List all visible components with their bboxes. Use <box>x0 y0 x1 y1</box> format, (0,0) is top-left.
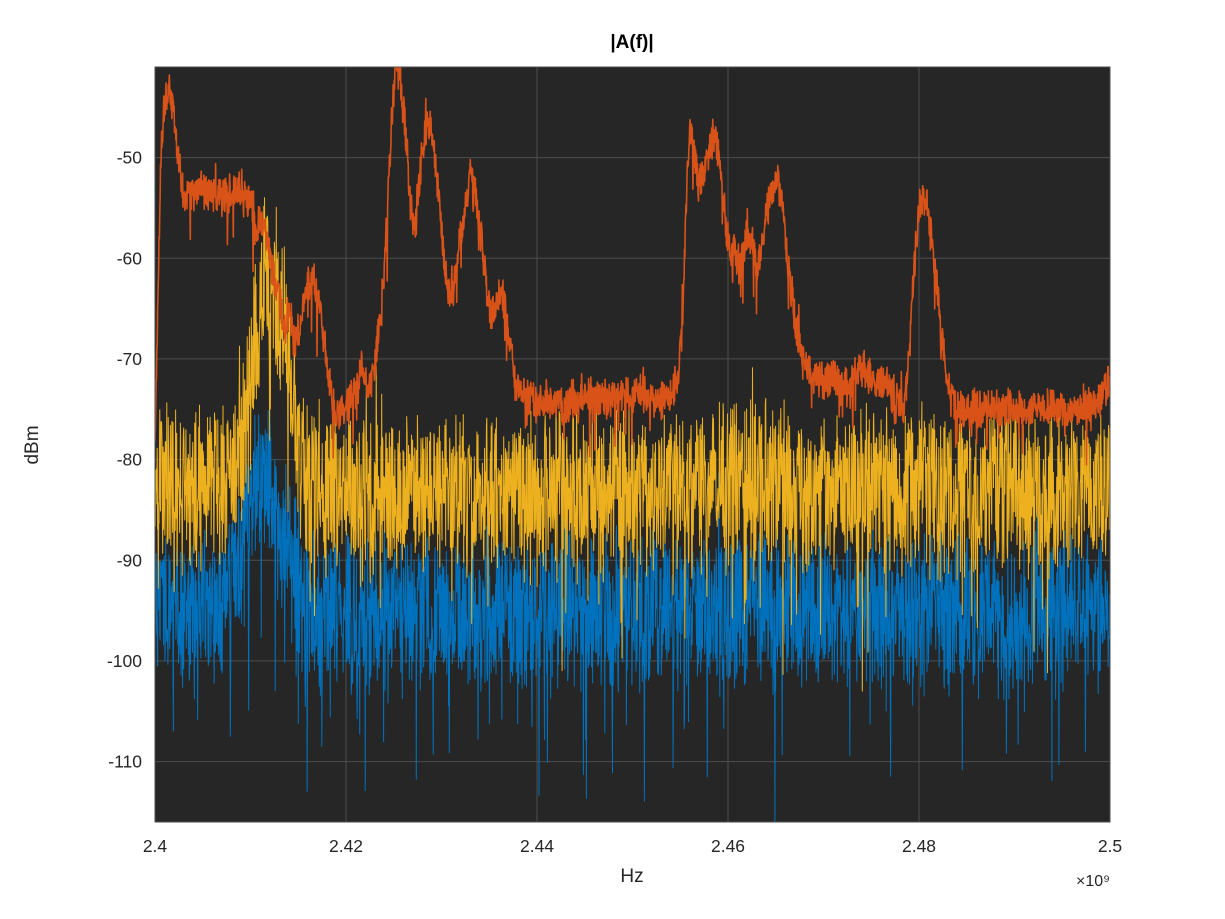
y-tick-labels: -50 -60 -70 -80 -90 -100 -110 <box>107 148 142 772</box>
x-tick-label: 2.42 <box>329 836 363 856</box>
series-orange <box>155 67 1110 466</box>
series-yellow <box>155 197 1110 692</box>
chart-title: |A(f)| <box>610 32 653 53</box>
y-tick-label: -100 <box>107 651 142 671</box>
series-blue <box>155 410 1110 822</box>
y-tick-label: -60 <box>117 248 143 268</box>
x-tick-label: 2.44 <box>520 836 554 856</box>
x-tick-labels: 2.4 2.42 2.44 2.46 2.48 2.5 <box>143 836 1122 856</box>
y-tick-label: -80 <box>117 450 143 470</box>
x-axis-multiplier: ×10⁹ <box>1076 873 1110 890</box>
x-tick-label: 2.48 <box>902 836 936 856</box>
x-tick-label: 2.5 <box>1098 836 1122 856</box>
series-group <box>155 67 1110 822</box>
y-tick-label: -50 <box>117 148 143 168</box>
plot-border <box>154 66 1111 823</box>
x-axis-label: Hz <box>620 866 643 887</box>
y-tick-label: -70 <box>117 349 143 369</box>
x-tick-label: 2.4 <box>143 836 168 856</box>
y-axis-label: dBm <box>22 425 43 464</box>
y-tick-label: -110 <box>108 752 142 772</box>
y-tick-label: -90 <box>117 550 143 570</box>
x-tick-label: 2.46 <box>711 836 745 856</box>
